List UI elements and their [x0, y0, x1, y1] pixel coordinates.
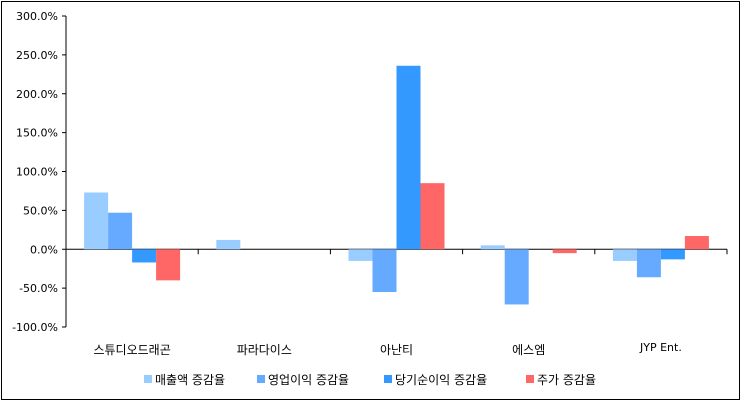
- category-label: 아난티: [380, 343, 413, 357]
- bar: [552, 249, 577, 254]
- bar: [108, 212, 133, 250]
- y-tick-label: -50.0%: [19, 282, 58, 295]
- legend-swatch: [526, 375, 534, 383]
- legend-swatch: [257, 375, 265, 383]
- category-label: 파라다이스: [237, 343, 292, 357]
- bar: [396, 65, 421, 250]
- category-label: 스튜디오드래곤: [93, 343, 170, 357]
- legend-label: 매출액 증감율: [155, 373, 225, 387]
- bar: [636, 249, 661, 278]
- y-tick-label: 0.0%: [30, 243, 58, 256]
- y-tick-label: 300.0%: [16, 10, 58, 23]
- category-label: 에스엠: [512, 343, 545, 357]
- category-label: JYP Ent.: [639, 341, 682, 354]
- legend-label: 영업이익 증감율: [268, 373, 349, 387]
- bar: [348, 249, 373, 261]
- y-tick-label: 250.0%: [16, 49, 58, 62]
- bar: [612, 249, 637, 261]
- category-labels: 스튜디오드래곤 파라다이스 아난티 에스엠 JYP Ent.: [93, 341, 681, 357]
- y-tick-label: 200.0%: [16, 88, 58, 101]
- bar: [660, 249, 685, 260]
- bar: [372, 249, 397, 293]
- y-tick-label: 150.0%: [16, 127, 58, 140]
- legend-swatch: [144, 375, 152, 383]
- x-axis-ticks: [65, 249, 728, 255]
- y-tick-label: 100.0%: [16, 166, 58, 179]
- bar: [156, 249, 181, 281]
- legend-label: 당기순이익 증감율: [395, 373, 487, 387]
- bar: [132, 249, 157, 263]
- bar: [684, 236, 709, 250]
- y-tick-label: 50.0%: [23, 204, 58, 217]
- y-axis-ticks: 300.0% 250.0% 200.0% 150.0% 100.0% 50.0% 0.0% -…: [12, 10, 66, 334]
- bar: [420, 183, 445, 250]
- bar: [504, 249, 529, 305]
- y-tick-label: -100.0%: [12, 321, 58, 334]
- bar: [216, 239, 241, 250]
- bars: [84, 65, 709, 305]
- bar: [84, 192, 109, 250]
- legend-label: 주가 증감율: [537, 373, 596, 387]
- legend-swatch: [384, 375, 392, 383]
- legend: 매출액 증감율 영업이익 증감율 당기순이익 증감율 주가 증감율: [144, 373, 596, 387]
- bar: [480, 245, 505, 250]
